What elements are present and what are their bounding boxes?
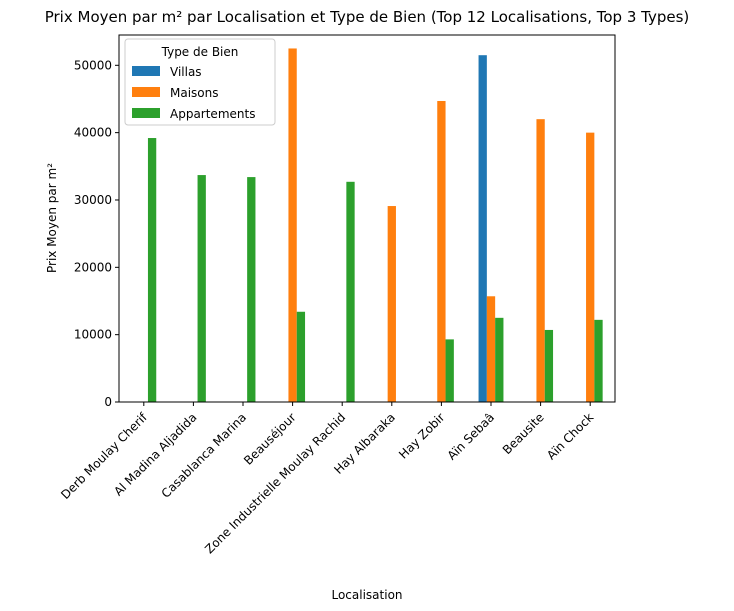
legend-title: Type de Bien [161,45,239,59]
bar-appartements-9 [594,319,603,402]
bars-group [147,48,603,402]
legend-swatch-maisons [132,87,160,97]
x-axis-label: Localisation [331,588,402,602]
legend-label-appartements: Appartements [170,107,255,121]
chart-title: Prix Moyen par m² par Localisation et Ty… [45,8,690,26]
y-tick-label: 10000 [74,328,112,342]
bar-appartements-7 [495,317,504,402]
bar-appartements-1 [197,175,206,402]
bar-appartements-0 [147,138,157,402]
y-axis-label: Prix Moyen par m² [45,163,59,273]
legend-label-maisons: Maisons [170,86,219,100]
bar-maisons-3 [288,48,297,402]
y-tick-label: 30000 [74,193,112,207]
legend: Type de Bien Villas Maisons Appartements [124,38,276,126]
plot-frame [118,34,616,403]
bar-maisons-7 [486,296,496,402]
y-tick-label: 20000 [74,260,112,274]
x-tick-label: Al Madina Aljadida [111,410,199,498]
x-tick-label: Aïn Sebaâ [445,410,498,463]
bar-appartements-8 [544,329,554,402]
y-tick-label: 0 [104,395,112,409]
x-tick-label: Casablanca Marina [159,410,249,500]
bar-villas-7 [478,55,487,402]
bar-maisons-9 [586,132,595,402]
bar-appartements-4 [346,181,355,402]
x-tick-label: Beausite [500,410,547,457]
bar-maisons-6 [437,100,446,402]
y-axis: 0 10000 20000 30000 40000 50000 [74,58,119,409]
legend-swatch-villas [132,66,160,76]
bar-appartements-2 [247,177,256,402]
x-tick-label: Hay Zobir [396,410,447,461]
legend-box [124,38,276,126]
x-tick-label: Derb Moulay Cherif [58,410,150,502]
legend-label-villas: Villas [170,65,202,79]
bar-maisons-5 [387,206,396,402]
bar-maisons-8 [536,119,545,402]
y-tick-label: 40000 [74,126,112,140]
bar-appartements-3 [296,311,306,402]
legend-swatch-appartements [132,108,160,118]
bar-appartements-6 [445,339,454,402]
x-tick-label: Aïn Chock [544,410,596,462]
y-tick-label: 50000 [74,58,112,72]
